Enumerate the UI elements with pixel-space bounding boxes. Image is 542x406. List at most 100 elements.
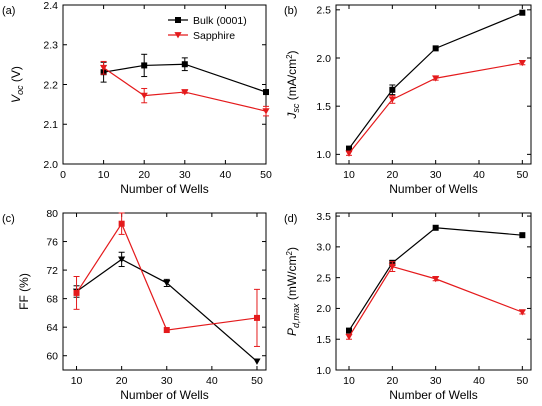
x-tick-label: 50 (516, 169, 528, 181)
data-point (388, 263, 396, 270)
panel-label: (c) (2, 213, 15, 225)
x-tick-label: 40 (206, 375, 218, 387)
series-sapphire (345, 261, 526, 341)
data-point (140, 92, 148, 100)
x-tick-label: 20 (386, 169, 398, 181)
legend-label: Bulk (0001) (193, 15, 247, 27)
data-point (181, 89, 189, 96)
y-axis-title-unit: (mA/cm (285, 59, 299, 104)
data-point (345, 150, 353, 157)
data-point (346, 145, 352, 152)
y-tick-label: 2.4 (43, 0, 58, 12)
data-point (100, 64, 108, 72)
series-line (103, 63, 267, 93)
y-axis-title-superscript: 2 (285, 250, 294, 255)
y-axis-title-symbol: FF (%) (17, 273, 31, 310)
y-tick-label: 2.3 (43, 40, 58, 52)
y-axis-title-unit: (mW/cm (285, 255, 299, 303)
data-point (163, 327, 170, 334)
x-tick-label: 20 (138, 169, 150, 181)
legend-marker (174, 32, 182, 39)
data-point (345, 333, 353, 341)
x-tick-label: 50 (251, 375, 263, 387)
plot-frame (335, 4, 532, 165)
data-point (388, 96, 396, 103)
y-tick-label: 68 (46, 293, 58, 305)
y-axis-title-subscript: d,max (291, 303, 301, 328)
legend-marker (175, 17, 181, 23)
y-tick-label: 1.0 (316, 365, 331, 377)
x-tick-label: 40 (473, 375, 485, 387)
series-sapphire (73, 212, 260, 347)
data-point (263, 89, 269, 96)
y-axis-title-unit-end: ) (285, 50, 299, 54)
data-point (346, 327, 352, 334)
y-tick-label: 2.0 (43, 159, 58, 171)
x-axis-title: Number of Wells (120, 388, 208, 402)
y-tick-label: 2.1 (43, 119, 58, 131)
series-sapphire (345, 59, 526, 157)
x-tick-label: 10 (343, 169, 355, 181)
y-axis-title: Jsc (mA/cm2) (285, 50, 301, 119)
y-tick-label: 2.0 (316, 53, 331, 65)
series-bulk-0001 (346, 9, 526, 152)
y-tick-label: 80 (46, 208, 58, 220)
x-tick-label: 10 (343, 375, 355, 387)
data-point (519, 9, 526, 16)
x-tick-label: 30 (430, 375, 442, 387)
y-tick-label: 3.5 (316, 211, 331, 223)
data-point (253, 358, 261, 365)
y-axis-title: FF (%) (17, 273, 31, 310)
data-point (432, 275, 440, 283)
data-point (163, 280, 171, 287)
data-point (73, 289, 80, 296)
x-tick-label: 40 (473, 169, 485, 181)
data-point (141, 62, 148, 69)
y-tick-label: 64 (46, 322, 58, 334)
y-tick-label: 3.0 (316, 242, 331, 254)
data-point (253, 314, 260, 321)
x-tick-label: 10 (71, 375, 83, 387)
y-axis-title: Voc (V) (9, 66, 25, 103)
y-tick-label: 1.5 (316, 334, 331, 346)
series-line (348, 265, 523, 338)
y-tick-label: 1.5 (316, 101, 331, 113)
data-point (518, 309, 526, 316)
series-sapphire (100, 60, 270, 117)
x-tick-label: 20 (116, 375, 128, 387)
series-line (76, 222, 258, 331)
y-tick-label: 2.2 (43, 79, 58, 91)
data-point (181, 61, 188, 68)
data-point (118, 256, 126, 263)
panel-d: (d) 10 20 30 40 50 1.0 1.5 2.0 2.5 3.0 3.5 Number of… (284, 211, 532, 402)
y-tick-label: 76 (46, 236, 58, 248)
panel-label: (b) (284, 5, 297, 17)
x-tick-label: 30 (430, 169, 442, 181)
panel-a: (a) 0 10 20 30 40 50 2.0 2.1 2.2 2.3 2.4 Number of W… (2, 0, 272, 196)
y-axis-title-symbol: J (285, 112, 299, 120)
series-line (348, 227, 523, 331)
plot-frame (62, 4, 267, 165)
y-axis-title-unit: (V) (9, 66, 23, 85)
x-tick-label: 20 (386, 375, 398, 387)
y-tick-label: 2.5 (316, 272, 331, 284)
series-line (76, 258, 258, 362)
x-axis-title: Number of Wells (120, 182, 208, 196)
data-point (118, 220, 125, 227)
y-axis-title-subscript: oc (15, 85, 25, 95)
y-axis-title-symbol: P (285, 328, 299, 336)
x-axis-title: Number of Wells (389, 388, 477, 402)
y-axis-title: Pd,max (mW/cm2) (285, 247, 301, 336)
plot-frame (62, 212, 267, 371)
y-tick-label: 2.5 (316, 5, 331, 17)
plot-frame (335, 212, 532, 371)
y-axis-title-symbol: V (9, 94, 23, 103)
series-line (103, 67, 267, 112)
data-point (432, 75, 440, 82)
x-tick-label: 10 (98, 169, 110, 181)
x-tick-label: 40 (220, 169, 232, 181)
x-tick-label: 30 (161, 375, 173, 387)
legend-label: Sapphire (193, 30, 235, 42)
panel-label: (a) (2, 5, 15, 17)
